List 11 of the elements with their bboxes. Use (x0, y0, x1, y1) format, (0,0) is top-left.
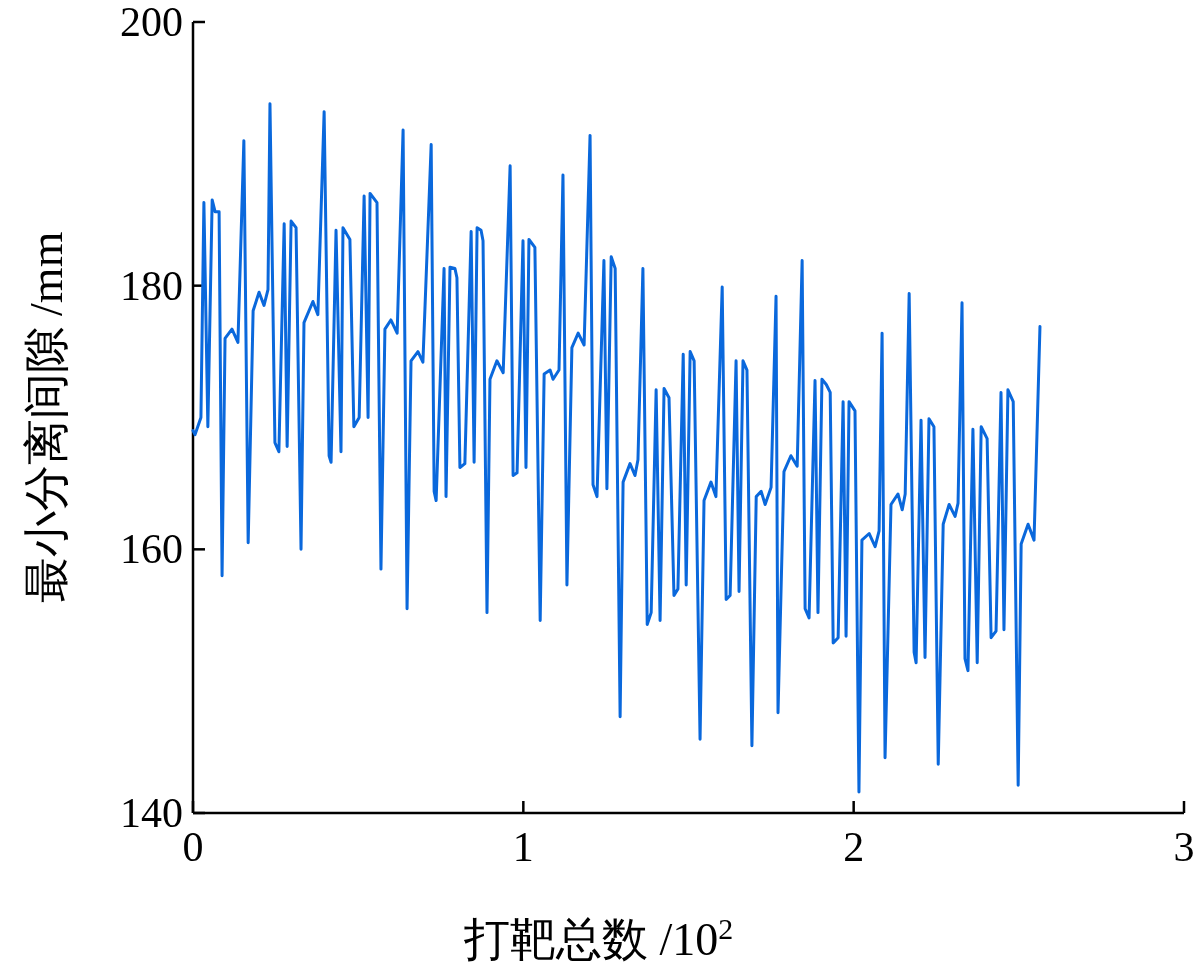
x-tick-label: 0 (182, 824, 204, 870)
line-series (191, 102, 1042, 794)
y-axis-title: 最小分离间隙 /mm (21, 231, 72, 604)
y-tick-label: 180 (120, 262, 183, 309)
x-tick-label: 1 (512, 824, 534, 870)
x-axis-title: 打靶总数 /10$^{2}$ (462, 911, 734, 965)
y-tick-label: 160 (120, 526, 183, 573)
y-tick-label: 140 (120, 790, 183, 836)
x-tick-label: 2 (843, 824, 865, 870)
x-tick-label: 3 (1173, 824, 1195, 870)
y-tick-label: 200 (120, 0, 183, 45)
